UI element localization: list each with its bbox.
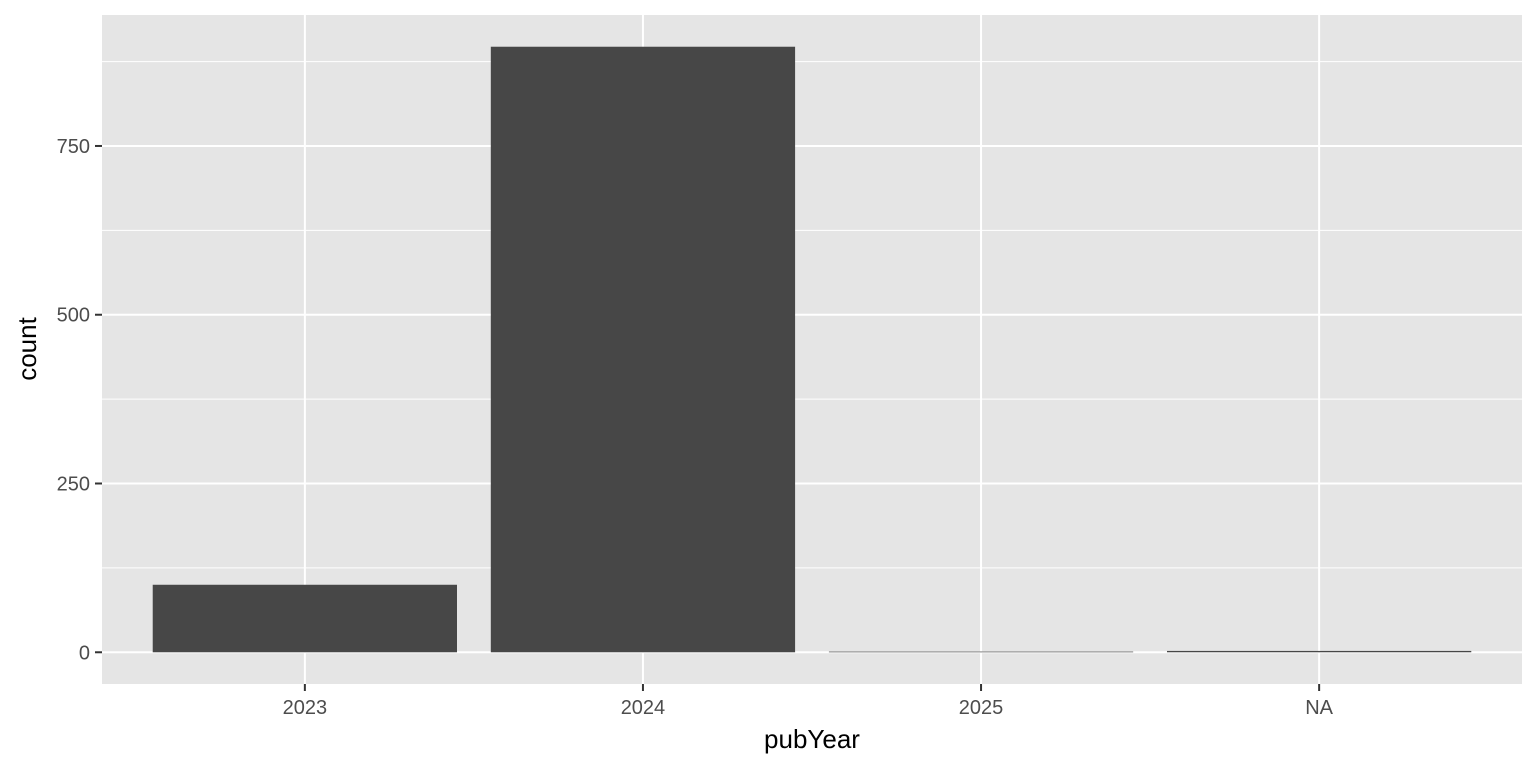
plot-panel [102,15,1522,684]
y-tick-label: 750 [57,136,90,158]
x-tick-label: NA [1305,697,1333,719]
x-tick-label: 2023 [283,697,328,719]
y-tick-label: 0 [79,642,90,664]
y-axis-title: count [12,316,42,380]
x-tick-label: 2025 [959,697,1004,719]
bar-NA [1167,650,1472,653]
y-tick-label: 500 [57,305,90,327]
y-tick-label: 250 [57,474,90,496]
x-axis-title: pubYear [764,724,860,754]
bar-2025 [828,651,1134,653]
x-axis: 2023 2024 2025 NA [283,684,1334,719]
x-tick-label: 2024 [621,697,666,719]
bar-2023 [152,584,457,653]
bar-2024 [490,46,796,653]
y-axis: 0 250 500 750 [57,136,102,664]
bars [152,46,1472,653]
